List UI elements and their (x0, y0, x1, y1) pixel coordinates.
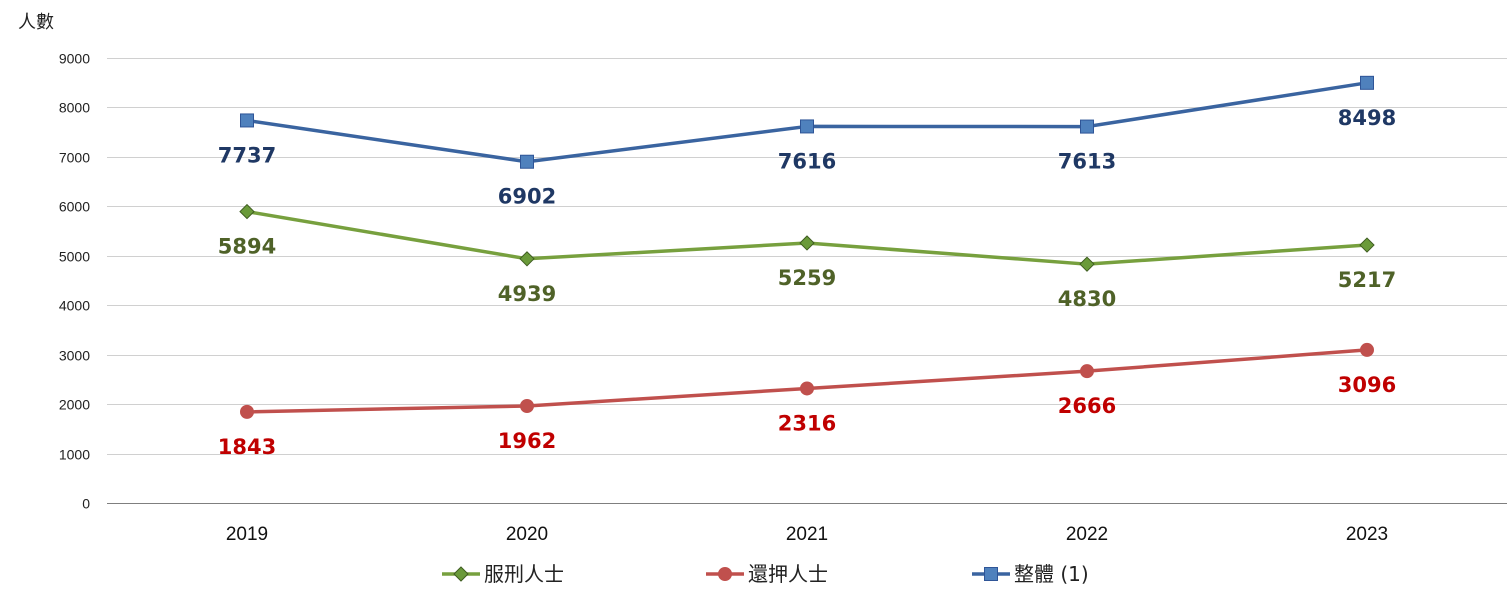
x-axis-ticks: 2019 2020 2021 2022 2023 (226, 524, 1388, 545)
y-axis-unit-label: 人數 (18, 12, 54, 33)
y-tick-label: 4000 (59, 298, 90, 314)
x-tick-label: 2021 (786, 524, 828, 545)
data-label: 7616 (778, 149, 836, 173)
y-tick-label: 0 (82, 496, 90, 512)
data-label: 4939 (498, 282, 556, 306)
legend-swatch-marker (718, 567, 732, 581)
data-label: 5894 (218, 235, 276, 259)
data-label: 1962 (498, 429, 556, 453)
data-point (239, 203, 255, 220)
series-group (239, 75, 1375, 419)
data-label: 7737 (218, 143, 276, 167)
x-tick-label: 2023 (1346, 524, 1388, 545)
series-line (246, 348, 1368, 414)
y-tick-label: 3000 (59, 348, 90, 364)
legend-label: 還押人士 (748, 562, 828, 586)
data-label: 8498 (1338, 106, 1396, 130)
y-tick-label: 2000 (59, 397, 90, 413)
y-tick-label: 9000 (59, 51, 90, 67)
data-labels: 5894 4939 5259 4830 5217 1843 1962 2316 2666 3096… (218, 106, 1396, 459)
data-label: 5259 (778, 266, 836, 290)
data-point (1080, 119, 1094, 134)
data-label: 1843 (218, 435, 276, 459)
data-point (800, 119, 814, 134)
y-tick-label: 7000 (59, 150, 90, 166)
data-label: 7613 (1058, 150, 1116, 174)
legend-label: 整體 (1) (1014, 562, 1089, 586)
data-point (1079, 256, 1095, 272)
data-point (1360, 342, 1374, 357)
y-tick-label: 1000 (59, 447, 90, 463)
x-tick-label: 2019 (226, 524, 268, 545)
x-tick-label: 2020 (506, 524, 548, 545)
data-point (520, 398, 534, 413)
legend-swatch-marker (984, 567, 998, 581)
data-label: 6902 (498, 185, 556, 209)
data-label: 5217 (1338, 268, 1396, 292)
data-point (799, 235, 815, 251)
legend-swatch-marker (453, 566, 469, 582)
gridlines (107, 58, 1507, 504)
data-point (1080, 364, 1094, 379)
data-point (520, 154, 534, 169)
data-point (1360, 75, 1374, 90)
legend-label: 服刑人士 (484, 562, 564, 586)
x-tick-label: 2022 (1066, 524, 1108, 545)
legend: 服刑人士 還押人士 整體 (1) (442, 562, 1089, 586)
y-tick-label: 8000 (59, 100, 90, 116)
y-tick-label: 6000 (59, 199, 90, 215)
data-point (519, 251, 535, 267)
data-label: 2666 (1058, 394, 1116, 418)
y-axis-ticks: 0 1000 2000 3000 4000 5000 6000 7000 8000 9000 (59, 51, 90, 512)
data-point (1359, 237, 1375, 253)
data-point (240, 113, 254, 128)
data-label: 3096 (1338, 373, 1396, 397)
data-point (240, 404, 254, 419)
data-label: 4830 (1058, 287, 1116, 311)
data-point (800, 381, 814, 396)
data-label: 2316 (778, 411, 836, 435)
y-tick-label: 5000 (59, 249, 90, 265)
